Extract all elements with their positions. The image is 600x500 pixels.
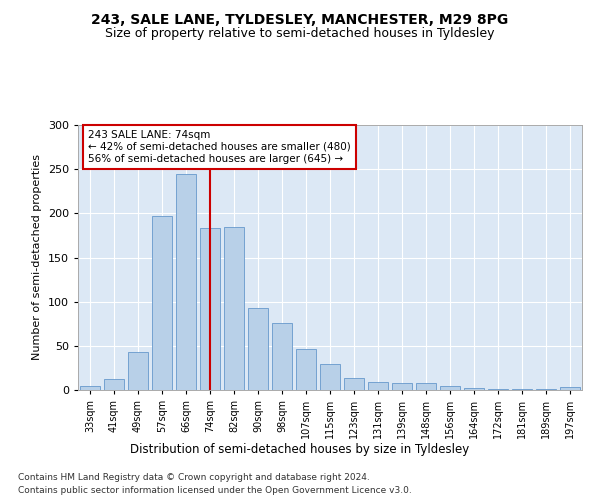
- Bar: [248, 308, 268, 390]
- Bar: [200, 228, 220, 390]
- Bar: [344, 378, 364, 390]
- Bar: [464, 388, 484, 390]
- Bar: [272, 323, 292, 390]
- Text: 243 SALE LANE: 74sqm
← 42% of semi-detached houses are smaller (480)
56% of semi: 243 SALE LANE: 74sqm ← 42% of semi-detac…: [88, 130, 351, 164]
- Y-axis label: Number of semi-detached properties: Number of semi-detached properties: [32, 154, 42, 360]
- Bar: [296, 350, 316, 390]
- Bar: [440, 386, 460, 390]
- Bar: [128, 352, 148, 390]
- Bar: [320, 364, 340, 390]
- Bar: [176, 174, 196, 390]
- Bar: [512, 389, 532, 390]
- Bar: [224, 228, 244, 390]
- Bar: [488, 389, 508, 390]
- Bar: [392, 383, 412, 390]
- Text: 243, SALE LANE, TYLDESLEY, MANCHESTER, M29 8PG: 243, SALE LANE, TYLDESLEY, MANCHESTER, M…: [91, 12, 509, 26]
- Bar: [104, 378, 124, 390]
- Bar: [536, 389, 556, 390]
- Text: Contains public sector information licensed under the Open Government Licence v3: Contains public sector information licen…: [18, 486, 412, 495]
- Bar: [152, 216, 172, 390]
- Bar: [368, 382, 388, 390]
- Bar: [416, 383, 436, 390]
- Text: Size of property relative to semi-detached houses in Tyldesley: Size of property relative to semi-detach…: [105, 28, 495, 40]
- Bar: [560, 388, 580, 390]
- Text: Contains HM Land Registry data © Crown copyright and database right 2024.: Contains HM Land Registry data © Crown c…: [18, 472, 370, 482]
- Text: Distribution of semi-detached houses by size in Tyldesley: Distribution of semi-detached houses by …: [130, 442, 470, 456]
- Bar: [80, 386, 100, 390]
